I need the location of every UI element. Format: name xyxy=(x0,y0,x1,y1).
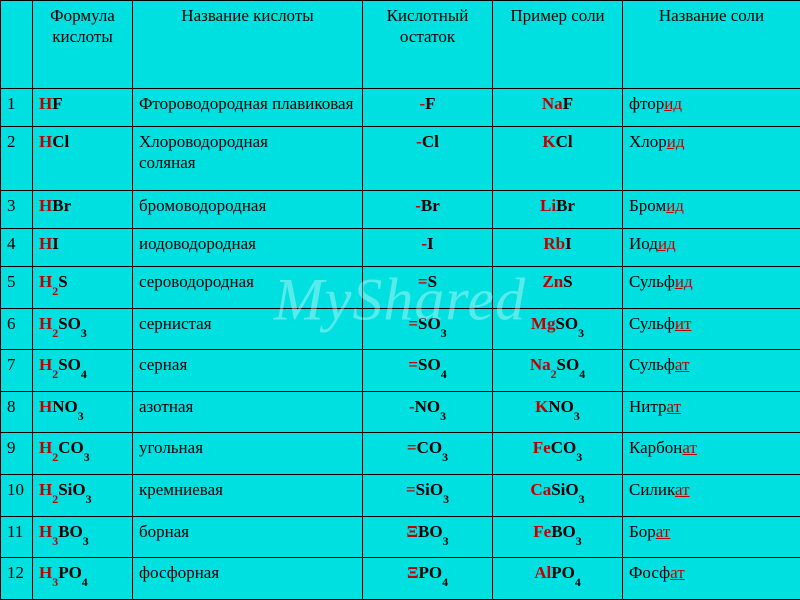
cell-salt-name: Сульфит xyxy=(623,308,800,350)
table-row: 9H2CO3угольная=CO3FeCO3Карбонат xyxy=(1,433,800,475)
table-row: 4HIиодоводородная-IRbIИодид xyxy=(1,229,800,267)
cell-number: 5 xyxy=(1,266,33,308)
cell-salt-example: AlPO4 xyxy=(493,558,623,600)
cell-salt-example: RbI xyxy=(493,229,623,267)
cell-salt-name: Карбонат xyxy=(623,433,800,475)
header-formula: Формула кислоты xyxy=(33,1,133,89)
table-row: 11H3BO3борнаяΞBO3FeBO3Борат xyxy=(1,516,800,558)
cell-residue: ΞPO4 xyxy=(363,558,493,600)
table-row: 2HClХлороводороднаясоляная-ClKClХлорид xyxy=(1,126,800,190)
cell-salt-example: Na2SO4 xyxy=(493,350,623,392)
table-row: 6H2SO3сернистая=SO3MgSO3Сульфит xyxy=(1,308,800,350)
cell-residue: =CO3 xyxy=(363,433,493,475)
cell-acid-name: угольная xyxy=(133,433,363,475)
cell-number: 6 xyxy=(1,308,33,350)
cell-formula: H2SO4 xyxy=(33,350,133,392)
cell-number: 3 xyxy=(1,191,33,229)
header-residue: Кислотный остаток xyxy=(363,1,493,89)
cell-acid-name: бромоводородная xyxy=(133,191,363,229)
cell-residue: -NO3 xyxy=(363,391,493,433)
cell-residue: =SO4 xyxy=(363,350,493,392)
cell-salt-name: Борат xyxy=(623,516,800,558)
table-row: 3HBrбромоводородная-BrLiBrБромид xyxy=(1,191,800,229)
cell-salt-name: Нитрат xyxy=(623,391,800,433)
header-salt: Пример соли xyxy=(493,1,623,89)
cell-number: 2 xyxy=(1,126,33,190)
cell-number: 4 xyxy=(1,229,33,267)
cell-salt-name: Сульфат xyxy=(623,350,800,392)
cell-residue: =SO3 xyxy=(363,308,493,350)
cell-salt-name: Силикат xyxy=(623,475,800,517)
cell-acid-name: Хлороводороднаясоляная xyxy=(133,126,363,190)
cell-number: 7 xyxy=(1,350,33,392)
cell-formula: H2CO3 xyxy=(33,433,133,475)
cell-salt-example: FeCO3 xyxy=(493,433,623,475)
cell-salt-example: NaF xyxy=(493,89,623,127)
table-row: 10H2SiO3кремниевая=SiO3CaSiO3Силикат xyxy=(1,475,800,517)
cell-number: 8 xyxy=(1,391,33,433)
cell-residue: ΞBO3 xyxy=(363,516,493,558)
cell-acid-name: Фтороводородная плавиковая xyxy=(133,89,363,127)
cell-number: 11 xyxy=(1,516,33,558)
cell-residue: -I xyxy=(363,229,493,267)
table-row: 1HFФтороводородная плавиковая-FNaFфторид xyxy=(1,89,800,127)
cell-residue: -Cl xyxy=(363,126,493,190)
cell-acid-name: фосфорная xyxy=(133,558,363,600)
cell-formula: H2SiO3 xyxy=(33,475,133,517)
table-row: 12H3PO4фосфорнаяΞPO4AlPO4Фосфат xyxy=(1,558,800,600)
cell-acid-name: сероводородная xyxy=(133,266,363,308)
cell-formula: H2SO3 xyxy=(33,308,133,350)
cell-number: 1 xyxy=(1,89,33,127)
cell-residue: -Br xyxy=(363,191,493,229)
cell-formula: H3BO3 xyxy=(33,516,133,558)
cell-salt-example: LiBr xyxy=(493,191,623,229)
cell-salt-example: CaSiO3 xyxy=(493,475,623,517)
acids-table: Формула кислоты Название кислоты Кислотн… xyxy=(0,0,800,600)
cell-salt-name: фторид xyxy=(623,89,800,127)
cell-number: 9 xyxy=(1,433,33,475)
cell-salt-example: MgSO3 xyxy=(493,308,623,350)
cell-residue: =SiO3 xyxy=(363,475,493,517)
cell-salt-name: Бромид xyxy=(623,191,800,229)
cell-residue: -F xyxy=(363,89,493,127)
cell-salt-example: ZnS xyxy=(493,266,623,308)
cell-formula: HI xyxy=(33,229,133,267)
cell-salt-example: KCl xyxy=(493,126,623,190)
cell-salt-name: Иодид xyxy=(623,229,800,267)
header-saltname: Название соли xyxy=(623,1,800,89)
header-row: Формула кислоты Название кислоты Кислотн… xyxy=(1,1,800,89)
cell-formula: H2S xyxy=(33,266,133,308)
cell-formula: HNO3 xyxy=(33,391,133,433)
cell-acid-name: серная xyxy=(133,350,363,392)
cell-acid-name: сернистая xyxy=(133,308,363,350)
cell-salt-name: Сульфид xyxy=(623,266,800,308)
header-num xyxy=(1,1,33,89)
cell-formula: H3PO4 xyxy=(33,558,133,600)
cell-number: 12 xyxy=(1,558,33,600)
table-row: 8HNO3азотная-NO3KNO3Нитрат xyxy=(1,391,800,433)
cell-salt-name: Фосфат xyxy=(623,558,800,600)
cell-salt-example: KNO3 xyxy=(493,391,623,433)
cell-formula: HF xyxy=(33,89,133,127)
table-row: 5H2Sсероводородная=SZnSСульфид xyxy=(1,266,800,308)
cell-acid-name: кремниевая xyxy=(133,475,363,517)
cell-acid-name: борная xyxy=(133,516,363,558)
cell-salt-example: FeBO3 xyxy=(493,516,623,558)
cell-acid-name: азотная xyxy=(133,391,363,433)
cell-residue: =S xyxy=(363,266,493,308)
table-row: 7H2SO4серная=SO4Na2SO4Сульфат xyxy=(1,350,800,392)
cell-salt-name: Хлорид xyxy=(623,126,800,190)
header-name: Название кислоты xyxy=(133,1,363,89)
cell-number: 10 xyxy=(1,475,33,517)
cell-formula: HBr xyxy=(33,191,133,229)
cell-formula: HCl xyxy=(33,126,133,190)
cell-acid-name: иодоводородная xyxy=(133,229,363,267)
